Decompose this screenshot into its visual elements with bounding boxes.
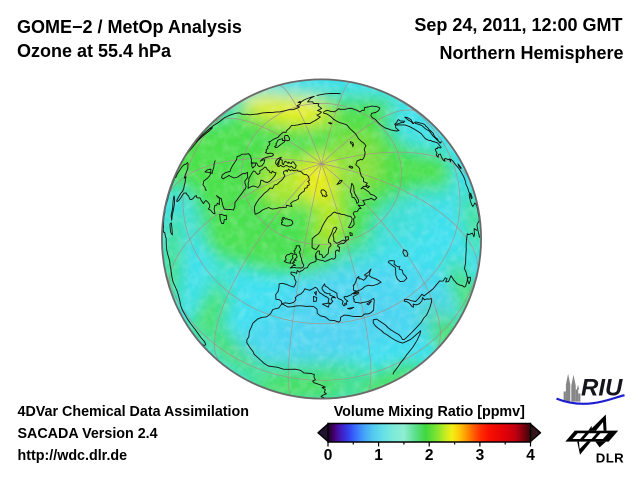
svg-text:2: 2 [425,447,434,464]
svg-text:0: 0 [324,447,333,464]
svg-text:Volume Mixing Ratio [ppmv]: Volume Mixing Ratio [ppmv] [334,404,525,420]
svg-text:DLR: DLR [596,450,624,465]
svg-text:4: 4 [526,447,535,464]
svg-text:RIU: RIU [581,374,623,401]
svg-text:3: 3 [476,447,485,464]
svg-text:1: 1 [374,447,383,464]
